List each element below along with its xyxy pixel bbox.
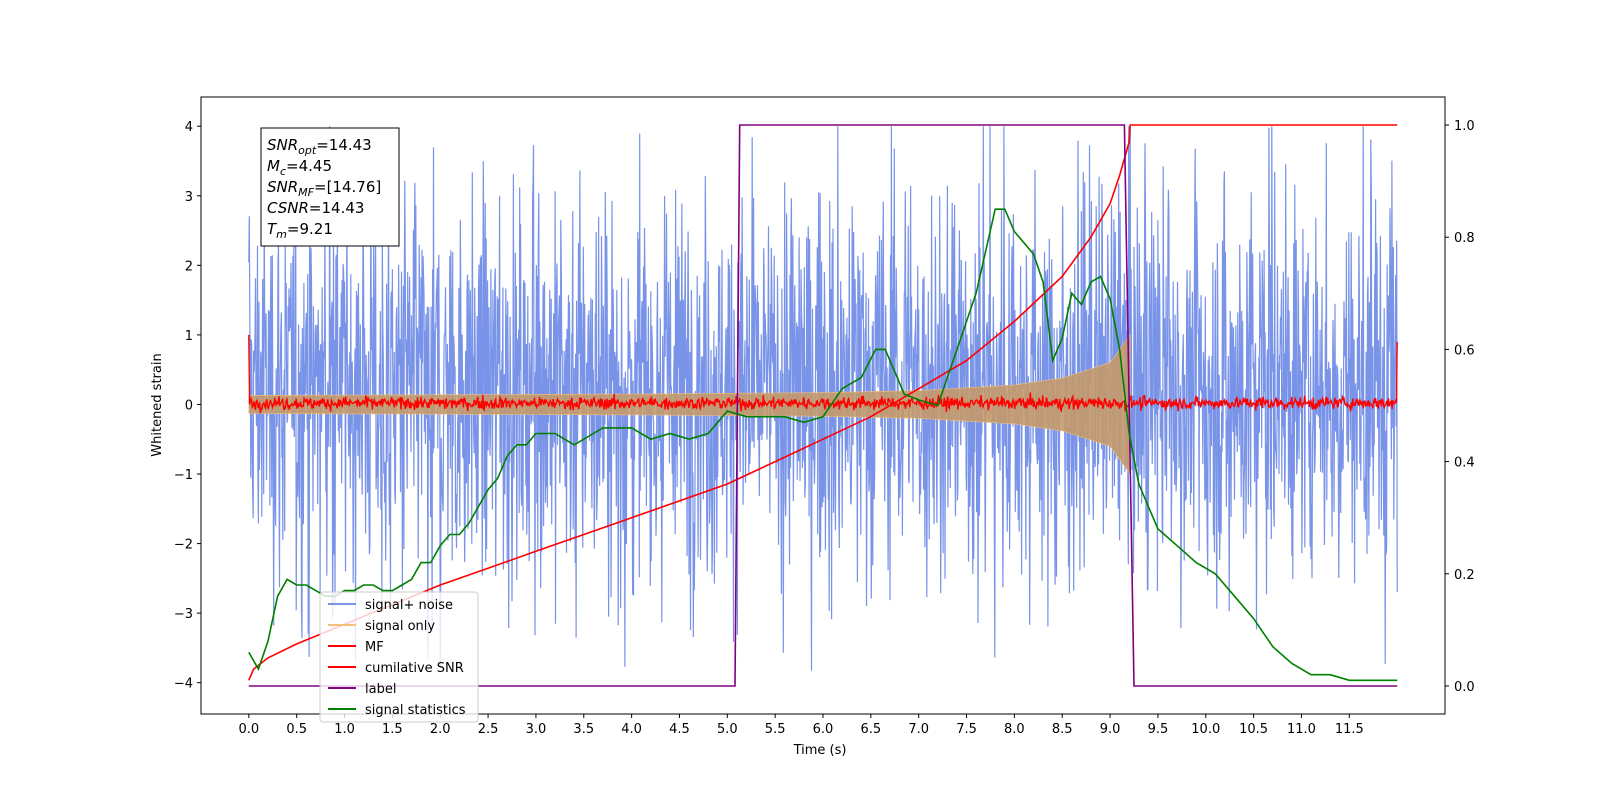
x-tick-label: 7.0 bbox=[908, 722, 929, 737]
x-tick-label: 7.5 bbox=[956, 722, 977, 737]
x-tick-label: 10.0 bbox=[1191, 722, 1220, 737]
legend-label: label bbox=[365, 682, 396, 697]
y-tick-label: −2 bbox=[174, 538, 193, 553]
legend-label: signal only bbox=[365, 619, 435, 634]
x-tick-label: 8.5 bbox=[1052, 722, 1073, 737]
plot-area bbox=[248, 124, 1398, 687]
legend: signal+ noise signal only MF cumilative SNR… bbox=[319, 591, 479, 723]
y-axis-left: 4 3 2 1 0 −1 −2 −3 −4 bbox=[174, 120, 201, 692]
y-tick-label: −3 bbox=[174, 607, 193, 622]
x-tick-label: 5.0 bbox=[717, 722, 738, 737]
y-tick-label: −1 bbox=[174, 468, 193, 483]
y2-tick-label: 0.4 bbox=[1454, 456, 1475, 471]
annotation-line: SNRopt=14.43 bbox=[267, 136, 372, 157]
y2-tick-label: 1.0 bbox=[1454, 119, 1475, 134]
x-tick-label: 2.0 bbox=[430, 722, 451, 737]
x-tick-label: 5.5 bbox=[765, 722, 786, 737]
y-tick-label: 3 bbox=[185, 190, 193, 205]
y2-tick-label: 0.2 bbox=[1454, 568, 1475, 583]
y-axis-right: 1.0 0.8 0.6 0.4 0.2 0.0 bbox=[1445, 119, 1475, 695]
y2-tick-label: 0.0 bbox=[1454, 680, 1475, 695]
y-tick-label: 1 bbox=[185, 329, 193, 344]
x-tick-label: 1.5 bbox=[382, 722, 403, 737]
legend-frame bbox=[319, 591, 479, 723]
y-tick-label: 2 bbox=[185, 259, 193, 274]
x-tick-label: 1.0 bbox=[334, 722, 355, 737]
annotation-line: Mc=4.45 bbox=[267, 157, 332, 178]
x-tick-label: 9.0 bbox=[1100, 722, 1121, 737]
annotation-line: SNRMF=[14.76] bbox=[267, 178, 381, 199]
x-tick-label: 6.0 bbox=[813, 722, 834, 737]
annotation-box: SNRopt=14.43Mc=4.45SNRMF=[14.76]CSNR=14.… bbox=[260, 127, 400, 247]
x-tick-label: 3.0 bbox=[526, 722, 547, 737]
x-tick-label: 11.0 bbox=[1287, 722, 1316, 737]
annotation-line: Tm=9.21 bbox=[267, 220, 333, 241]
label-line bbox=[248, 124, 1398, 687]
y-tick-label: 4 bbox=[185, 120, 193, 135]
legend-label: cumilative SNR bbox=[365, 661, 464, 676]
x-tick-label: 10.5 bbox=[1239, 722, 1268, 737]
series-mf bbox=[248, 334, 1398, 414]
x-tick-label: 2.5 bbox=[478, 722, 499, 737]
x-axis: 0.0 0.5 1.0 1.5 2.0 2.5 3.0 3.5 4.0 4.5 5.0 5.5 6.0 6… bbox=[239, 714, 1364, 737]
y-axis-label: Whitened strain bbox=[150, 353, 165, 456]
y2-tick-label: 0.8 bbox=[1454, 231, 1475, 246]
signal-statistics-line bbox=[248, 208, 1398, 682]
x-tick-label: 0.5 bbox=[286, 722, 307, 737]
x-tick-label: 4.5 bbox=[669, 722, 690, 737]
x-tick-label: 8.0 bbox=[1004, 722, 1025, 737]
x-tick-label: 0.0 bbox=[239, 722, 260, 737]
x-axis-label: Time (s) bbox=[793, 743, 847, 758]
x-tick-label: 9.5 bbox=[1148, 722, 1169, 737]
legend-label: signal+ noise bbox=[365, 598, 453, 613]
x-tick-label: 6.5 bbox=[861, 722, 882, 737]
x-tick-label: 3.5 bbox=[573, 722, 594, 737]
y-tick-label: −4 bbox=[174, 677, 193, 692]
annotation-line: CSNR=14.43 bbox=[267, 199, 364, 217]
annotation-frame bbox=[260, 127, 400, 247]
x-tick-label: 4.0 bbox=[621, 722, 642, 737]
y2-tick-label: 0.6 bbox=[1454, 343, 1475, 358]
x-tick-label: 11.5 bbox=[1335, 722, 1364, 737]
legend-label: signal statistics bbox=[365, 703, 466, 718]
y-tick-label: 0 bbox=[185, 398, 193, 413]
legend-label: MF bbox=[365, 640, 384, 655]
mf-line bbox=[248, 334, 1398, 414]
